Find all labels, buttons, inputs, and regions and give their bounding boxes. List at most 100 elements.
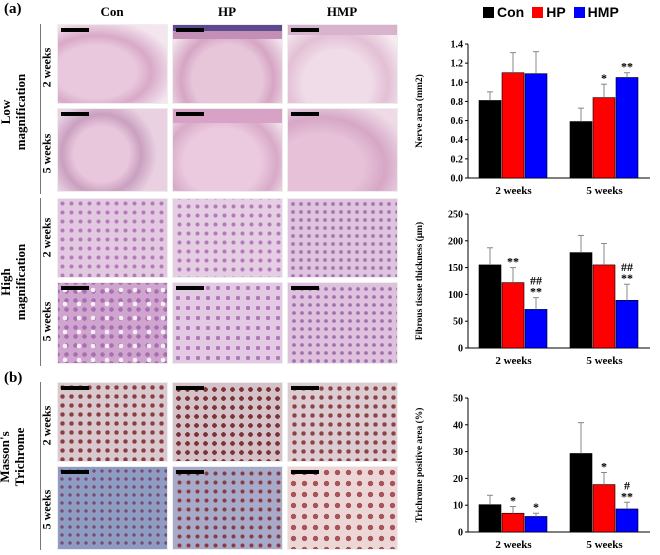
significance-mark: * (601, 71, 607, 85)
row-label-low-2-weeks: 2 weeks (39, 47, 54, 88)
micrograph-high-2w-hmp (287, 198, 398, 278)
legend-label-hp: HP (546, 4, 566, 20)
panel-label-b: (b) (4, 370, 23, 386)
group-label-low-magnification: Low magnification (0, 73, 28, 151)
legend-swatch-con (483, 6, 494, 18)
scale-bar (61, 386, 89, 390)
bar-con (569, 121, 593, 179)
significance-mark: ** (621, 271, 633, 285)
scale-bar (61, 286, 89, 290)
y-tick-label: 250 (448, 210, 463, 221)
row-label-low-5-weeks: 5 weeks (39, 133, 54, 174)
bar-hp (592, 97, 616, 179)
legend-item-con: Con (483, 4, 524, 20)
bar-hmp (615, 299, 639, 349)
micrograph-low-5w-hmp (287, 108, 398, 192)
micrograph-high-5w-hmp (287, 282, 398, 364)
x-tick-label: 5 weeks (586, 355, 623, 367)
significance-mark: ** (621, 489, 633, 503)
bar-con (478, 264, 502, 349)
legend-item-hp: HP (532, 4, 566, 20)
bar-con (478, 100, 502, 179)
micrograph-low-2w-con (57, 24, 168, 104)
y-tick-label: 20 (453, 474, 463, 485)
micrograph-high-5w-con (57, 282, 168, 364)
bar-hp (501, 512, 525, 533)
y-tick-label: 0.0 (451, 174, 464, 185)
scale-bar (176, 28, 204, 32)
bar-hmp (524, 516, 548, 533)
scale-bar (291, 286, 319, 290)
micrograph-high-5w-hp (172, 282, 283, 364)
x-tick-label: 2 weeks (495, 185, 532, 197)
bar-hp (501, 282, 525, 349)
x-tick-label: 2 weeks (495, 355, 532, 367)
micrograph-masson-5w-con (57, 466, 168, 550)
y-tick-label: 150 (448, 263, 463, 274)
scale-bar (61, 470, 89, 474)
scale-bar (176, 286, 204, 290)
y-axis-label: Trichrome positive area (%) (414, 408, 425, 523)
scale-bar (176, 386, 204, 390)
micrograph-high-2w-hp (172, 198, 283, 278)
scale-bar (61, 28, 89, 32)
micrograph-masson-5w-hmp (287, 466, 398, 550)
significance-mark: * (601, 460, 607, 474)
bar-con (569, 252, 593, 349)
scale-bar (176, 112, 204, 116)
micrograph-low-2w-hmp (287, 24, 398, 104)
column-header-hp: HP (217, 4, 237, 19)
micrograph-masson-2w-hmp (287, 382, 398, 462)
y-tick-label: 1.2 (451, 59, 464, 70)
significance-mark: ** (507, 255, 519, 269)
scale-bar (291, 470, 319, 474)
legend-label-con: Con (497, 4, 525, 20)
y-tick-label: 10 (453, 501, 463, 512)
x-tick-label: 2 weeks (495, 539, 532, 551)
significance-mark: # (624, 478, 630, 492)
micrograph-low-2w-hp (172, 24, 283, 104)
scale-bar (291, 386, 319, 390)
legend-swatch-hmp (573, 6, 585, 18)
bar-hmp (615, 508, 639, 533)
significance-mark: * (510, 494, 516, 508)
significance-mark: * (533, 500, 539, 514)
x-tick-label: 5 weeks (586, 539, 623, 551)
y-tick-label: 50 (453, 317, 463, 328)
y-tick-label: 30 (453, 447, 463, 458)
y-axis-label: Nerve area (mm2) (414, 74, 425, 148)
bar-hmp (524, 309, 548, 349)
y-tick-label: 0.8 (451, 97, 464, 108)
legend-item-hmp: HMP (573, 4, 619, 20)
chart-fibrous-tissue-thickness: Fibrous tissue thickness (μm) 0 50 100 150 20… (414, 210, 650, 367)
row-label-masson-2-weeks: 2 weeks (39, 405, 54, 446)
bar-hmp (524, 73, 548, 179)
y-axis-label: Fibrous tissue thickness (μm) (414, 222, 425, 340)
group-label-massons-trichrome: Masson's Trichrome (0, 427, 27, 487)
bar-hmp (615, 77, 639, 179)
bracket-masson (40, 382, 41, 550)
micrograph-low-5w-con (57, 108, 168, 192)
row-label-high-2-weeks: 2 weeks (39, 217, 54, 258)
row-label-high-5-weeks: 5 weeks (39, 301, 54, 342)
significance-mark: ** (621, 60, 633, 74)
micrograph-low-5w-hp (172, 108, 283, 192)
y-tick-label: 50 (453, 394, 463, 405)
scale-bar (291, 28, 319, 32)
y-tick-label: 0.6 (451, 116, 464, 127)
significance-mark: ** (530, 285, 542, 299)
significance-mark: ## (621, 260, 633, 274)
bracket-low (40, 24, 41, 194)
y-tick-label: 0 (458, 528, 463, 539)
y-tick-label: 0 (458, 344, 463, 355)
scale-bar (291, 112, 319, 116)
row-label-masson-5-weeks: 5 weeks (39, 489, 54, 530)
y-tick-label: 0.2 (451, 154, 464, 165)
y-tick-label: 1.0 (451, 78, 464, 89)
legend: Con HP HMP (483, 4, 627, 20)
column-header-con: Con (100, 4, 124, 19)
panel-label-a: (a) (4, 1, 22, 17)
bar-hp (592, 264, 616, 349)
bar-hp (501, 72, 525, 179)
bar-hp (592, 484, 616, 533)
